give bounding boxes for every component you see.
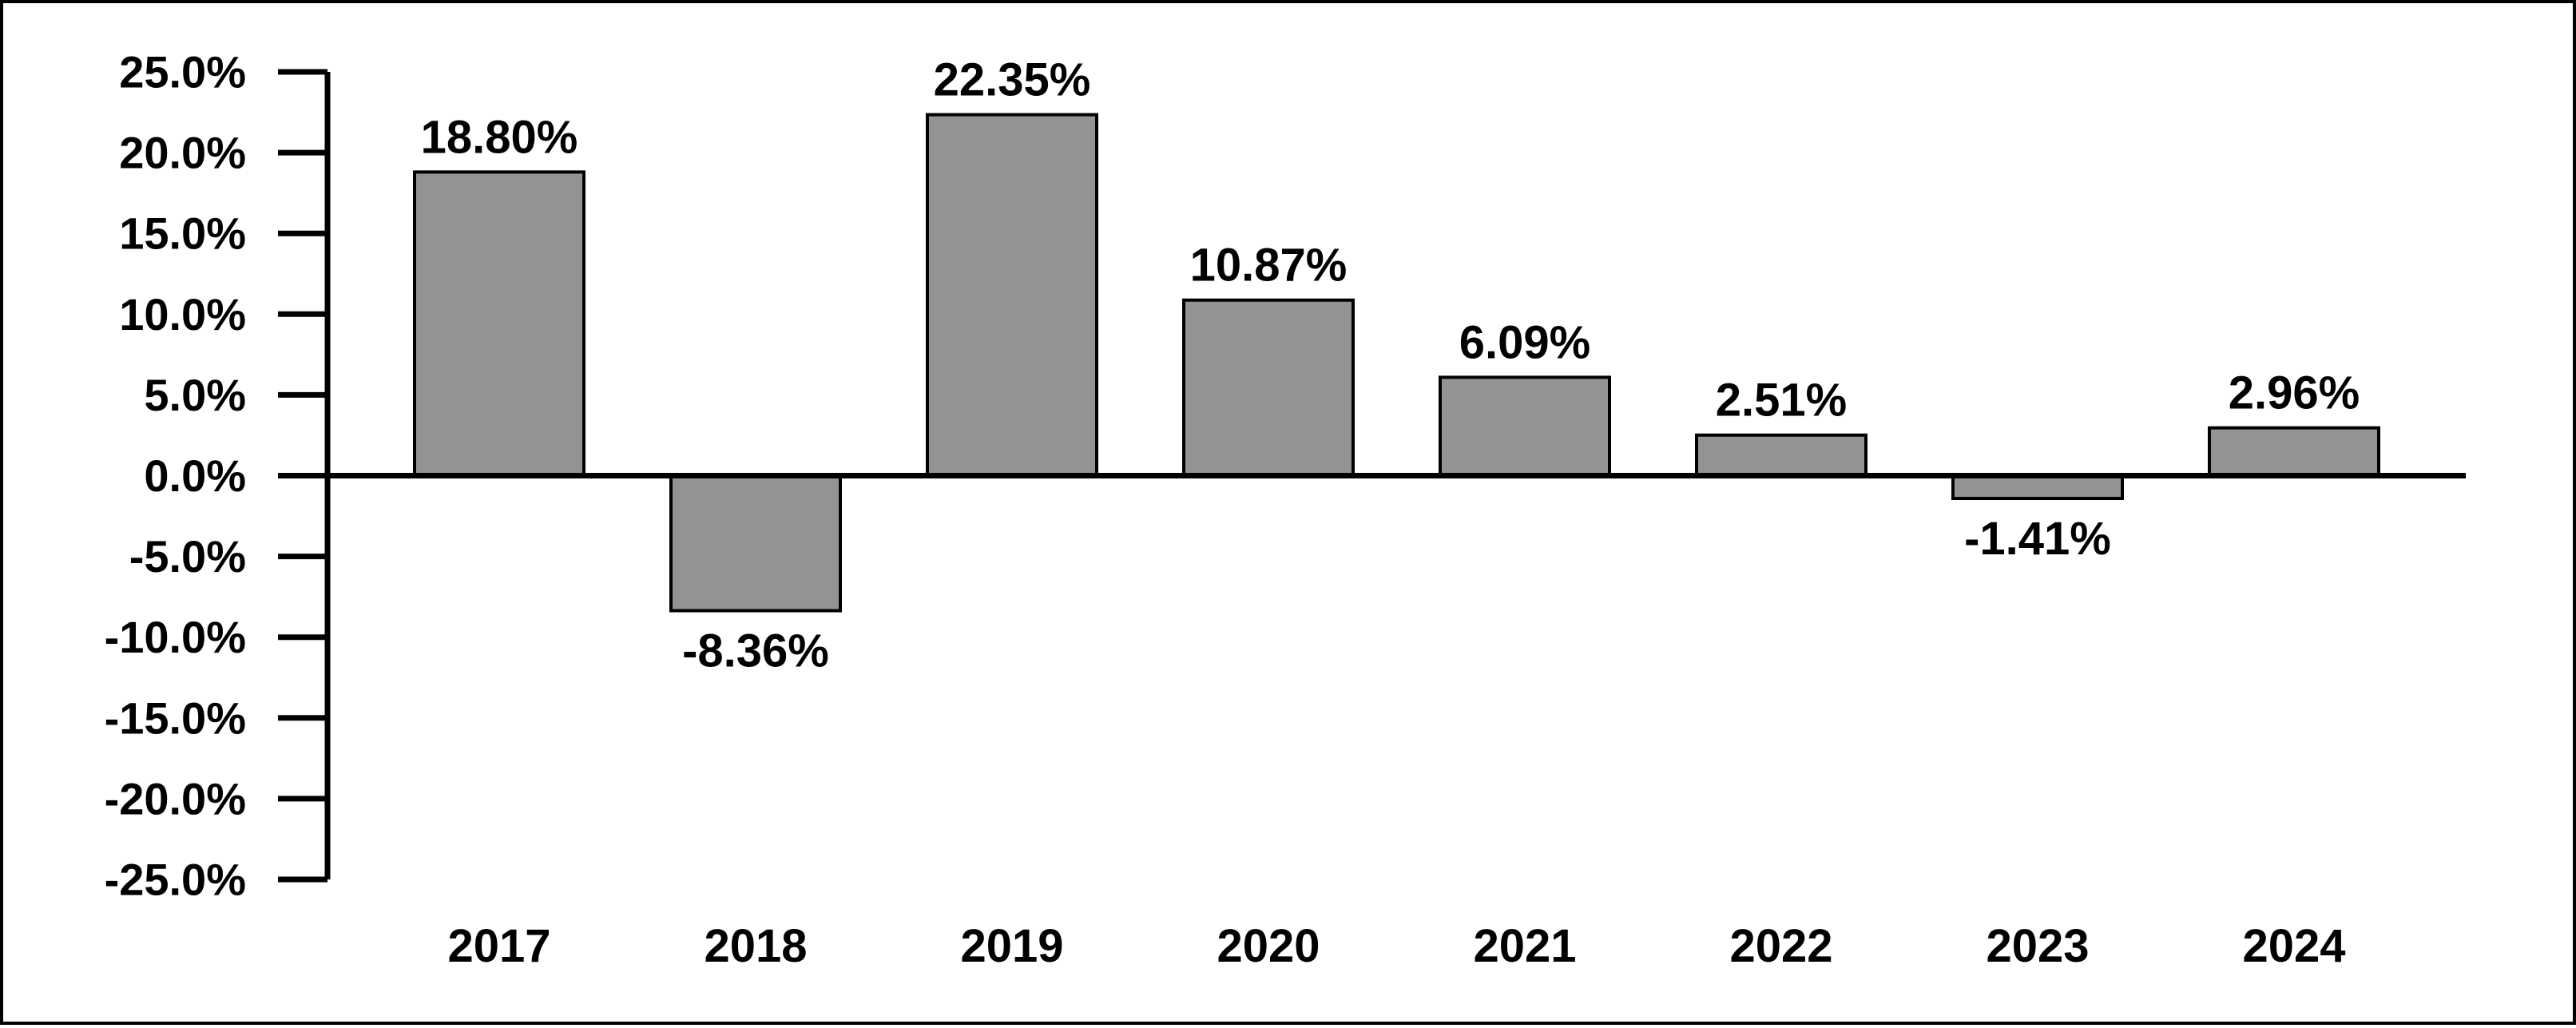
x-category-label: 2018 xyxy=(704,920,807,972)
data-label: -8.36% xyxy=(682,625,829,677)
y-axis: 25.0% 20.0% 15.0% 10.0% 5.0% 0.0% -5.0% -10.0% -… xyxy=(105,47,331,905)
x-category-label: 2019 xyxy=(960,920,1063,972)
data-label: -1.41% xyxy=(1964,513,2111,565)
y-tick-label: -15.0% xyxy=(105,693,246,743)
x-axis-labels: 2017 2018 2019 2020 2021 2022 2023 2024 xyxy=(447,920,2345,972)
x-category-label: 2017 xyxy=(447,920,550,972)
y-tick-label: 0.0% xyxy=(144,450,246,501)
x-category-label: 2023 xyxy=(1986,920,2089,972)
y-tick-label: 10.0% xyxy=(119,289,246,339)
data-label: 2.51% xyxy=(1716,375,1847,427)
bar-2019 xyxy=(926,113,1098,478)
bars xyxy=(413,113,2380,613)
bar-2024 xyxy=(2208,426,2380,478)
x-category-label: 2021 xyxy=(1473,920,1576,972)
bar-2017 xyxy=(413,170,585,478)
y-tick-label: 5.0% xyxy=(144,370,246,420)
data-label: 2.96% xyxy=(2229,367,2360,419)
y-tick-label: -5.0% xyxy=(129,531,246,581)
data-labels: 18.80% -8.36% 22.35% 10.87% 6.09% 2.51% -1.41%… xyxy=(421,54,2360,677)
data-label: 10.87% xyxy=(1190,240,1348,292)
y-tick-label: 15.0% xyxy=(119,208,246,259)
y-tick-label: -20.0% xyxy=(105,773,246,824)
y-tick-label: -10.0% xyxy=(105,612,246,662)
y-tick-label: -25.0% xyxy=(105,855,246,905)
y-tick-label: 25.0% xyxy=(119,47,246,97)
x-category-label: 2022 xyxy=(1729,920,1832,972)
bar-2020 xyxy=(1182,298,1355,478)
x-category-label: 2024 xyxy=(2242,920,2345,972)
bar-chart: 25.0% 20.0% 15.0% 10.0% 5.0% 0.0% -5.0% -10.0% -… xyxy=(105,47,2466,972)
data-label: 18.80% xyxy=(421,111,578,163)
bar-2018 xyxy=(669,474,842,613)
bar-2023 xyxy=(1951,474,2124,501)
data-label: 22.35% xyxy=(934,54,1091,106)
bar-2021 xyxy=(1439,375,1611,478)
data-label: 6.09% xyxy=(1459,316,1590,368)
x-category-label: 2020 xyxy=(1217,920,1320,972)
bar-2022 xyxy=(1695,433,1868,478)
y-tick-label: 20.0% xyxy=(119,128,246,178)
